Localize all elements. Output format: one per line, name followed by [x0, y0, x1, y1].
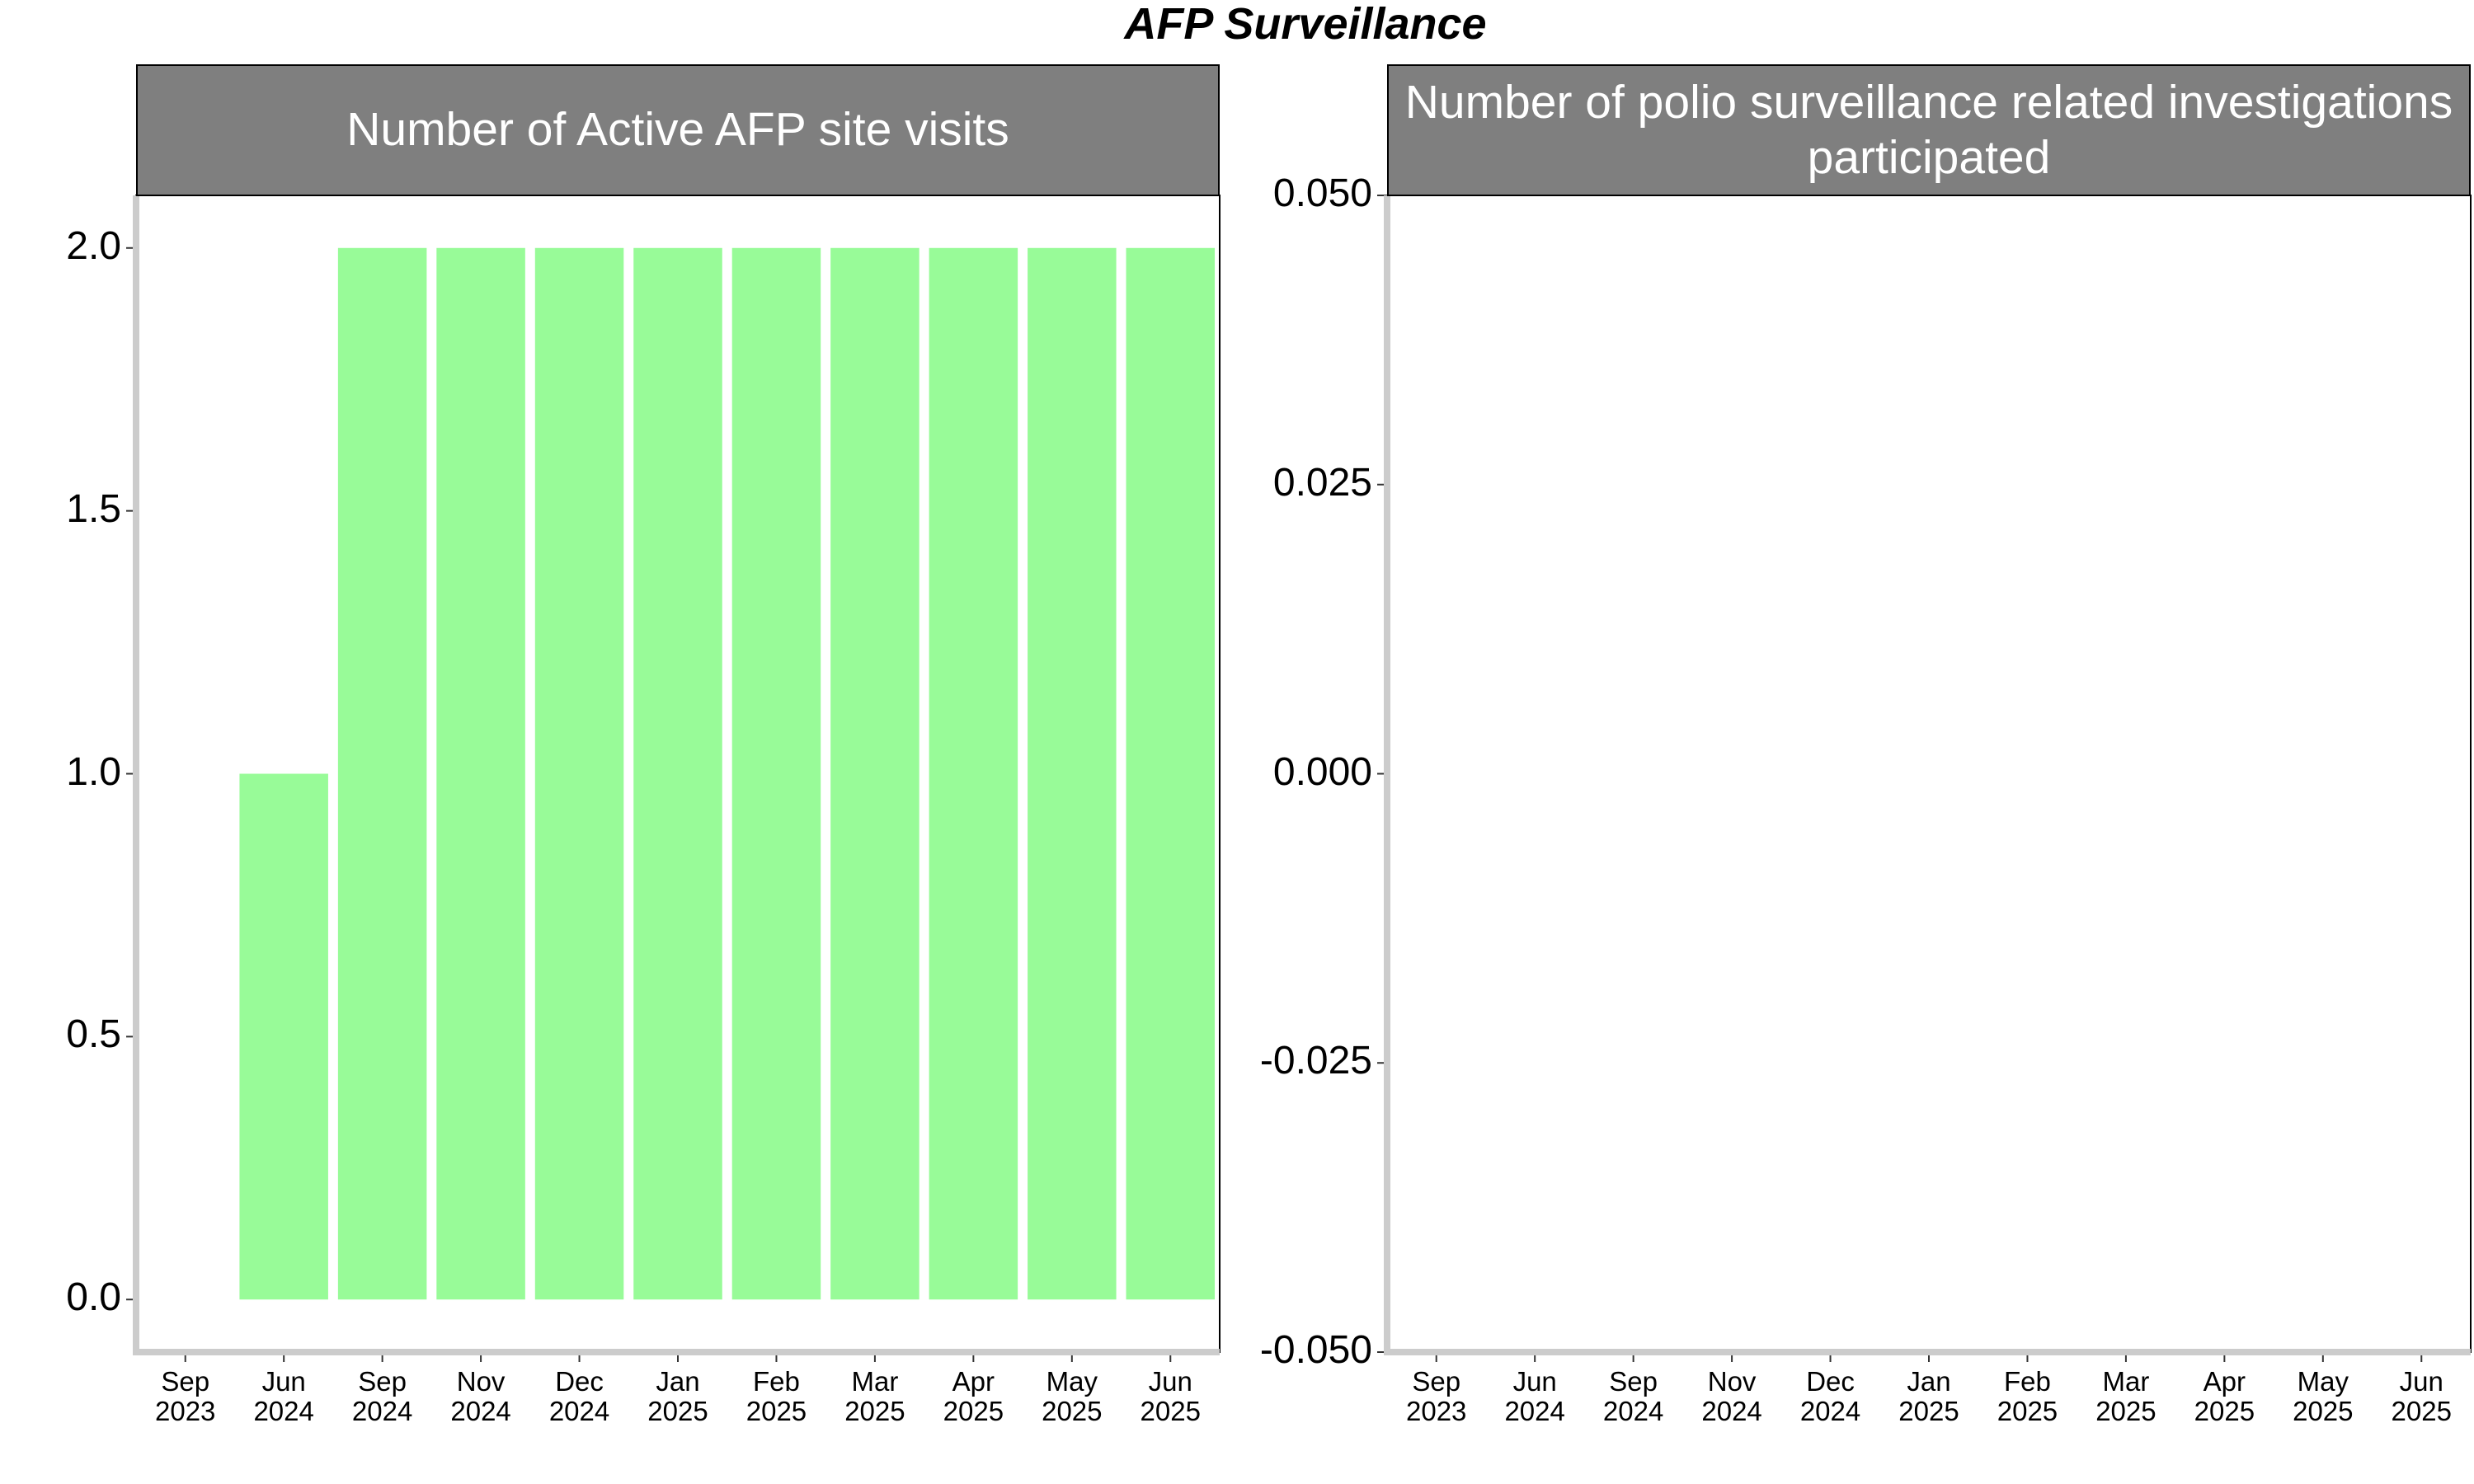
x-tick-label: Feb 2025 [745, 1366, 807, 1427]
bar [337, 247, 427, 1300]
y-tick-label: -0.050 [1259, 1328, 1372, 1372]
x-tick-label: Jun 2025 [2391, 1366, 2452, 1427]
x-tick-label: Sep 2023 [1406, 1366, 1467, 1427]
y-tick-label: 0.5 [66, 1012, 121, 1057]
y-tick-label: 2.0 [66, 223, 121, 268]
x-tick-label: May 2025 [2293, 1366, 2354, 1427]
x-tick-label: Jun 2024 [253, 1366, 314, 1427]
x-tick-label: Jun 2024 [1504, 1366, 1565, 1427]
panel-border [1386, 195, 2472, 1353]
x-tick-label: Mar 2025 [2095, 1366, 2157, 1427]
y-tick-label: 0.025 [1272, 460, 1372, 505]
x-tick-label: Jun 2025 [1140, 1366, 1201, 1427]
bar [436, 247, 525, 1300]
x-tick-label: May 2025 [1042, 1366, 1103, 1427]
x-tick-label: Sep 2023 [155, 1366, 216, 1427]
bar [830, 247, 920, 1300]
bar [731, 247, 821, 1300]
bar [633, 247, 722, 1300]
x-tick-label: Apr 2025 [943, 1366, 1004, 1427]
x-tick-label: Sep 2024 [1602, 1366, 1664, 1427]
x-tick-label: Dec 2024 [1799, 1366, 1861, 1427]
y-tick-label: 0.0 [66, 1275, 121, 1320]
panel-strip: Number of Active AFP site visits [136, 64, 1220, 196]
chart-title: AFP Surveillance [1124, 0, 1487, 49]
panel-strip: Number of polio surveillance related inv… [1387, 64, 2471, 196]
bar [1126, 247, 1216, 1300]
x-tick-label: Jan 2025 [1898, 1366, 1959, 1427]
panel-title: Number of Active AFP site visits [346, 103, 1009, 157]
x-tick-label: Apr 2025 [2194, 1366, 2255, 1427]
bar [1028, 247, 1117, 1300]
x-tick-label: Jan 2025 [647, 1366, 708, 1427]
x-tick-label: Mar 2025 [844, 1366, 905, 1427]
y-tick-label: 0.000 [1272, 749, 1372, 794]
bar [929, 247, 1018, 1300]
x-tick-label: Nov 2024 [450, 1366, 511, 1427]
bar [239, 773, 328, 1300]
y-tick-label: -0.025 [1259, 1039, 1372, 1083]
y-tick-label: 0.050 [1272, 171, 1372, 215]
x-tick-label: Dec 2024 [548, 1366, 610, 1427]
x-tick-label: Feb 2025 [1997, 1366, 2058, 1427]
x-tick-label: Nov 2024 [1701, 1366, 1762, 1427]
x-tick-label: Sep 2024 [351, 1366, 413, 1427]
y-tick-label: 1.5 [66, 486, 121, 531]
panel-title: Number of polio surveillance related inv… [1404, 75, 2453, 184]
y-tick-label: 1.0 [66, 749, 121, 794]
bar [534, 247, 624, 1300]
